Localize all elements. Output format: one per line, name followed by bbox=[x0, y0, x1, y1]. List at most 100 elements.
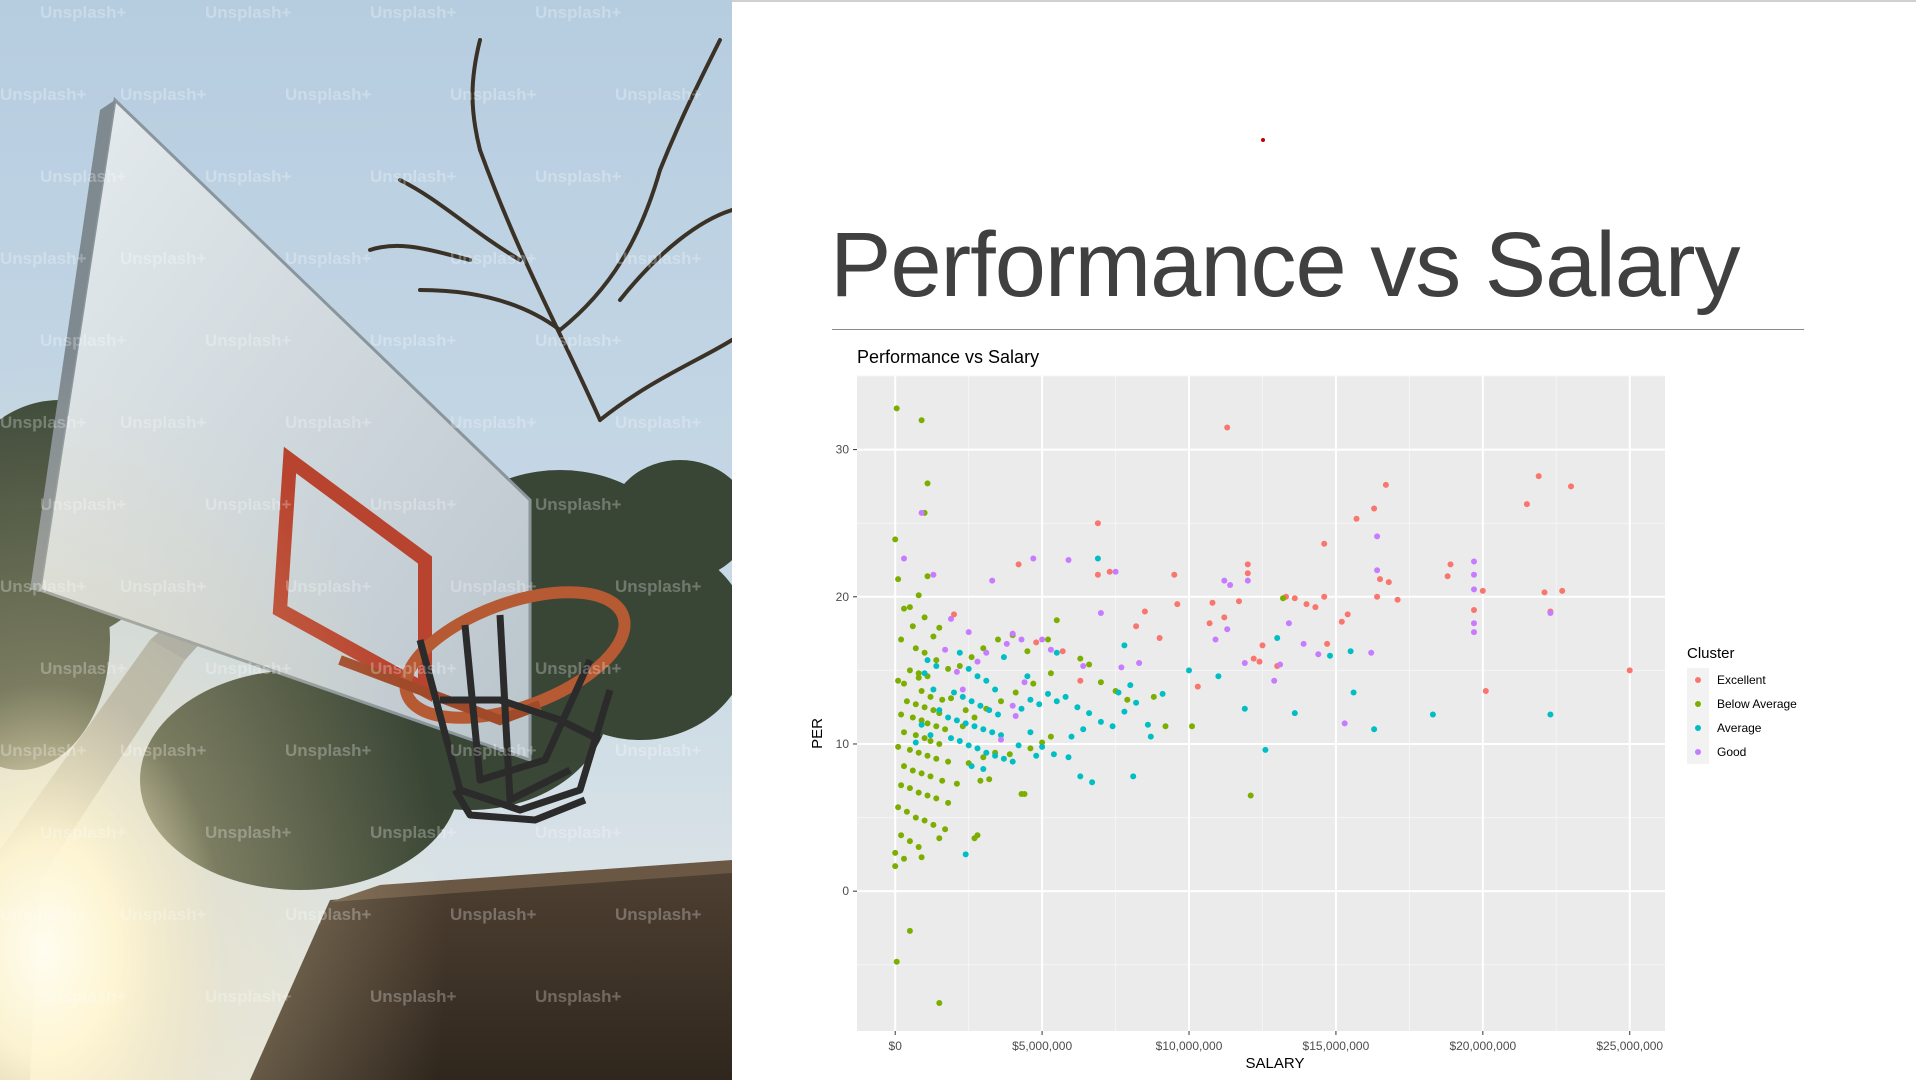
data-point bbox=[977, 702, 984, 709]
data-point bbox=[936, 1000, 943, 1006]
svg-text:Unsplash+: Unsplash+ bbox=[370, 331, 457, 350]
data-point bbox=[1568, 483, 1574, 490]
svg-text:Unsplash+: Unsplash+ bbox=[370, 659, 457, 678]
data-point bbox=[1015, 742, 1022, 749]
data-point bbox=[1244, 570, 1251, 577]
legend-swatch bbox=[1695, 749, 1701, 755]
data-point bbox=[1053, 617, 1060, 624]
data-point bbox=[1150, 693, 1157, 700]
data-point bbox=[1045, 690, 1051, 697]
y-axis-label: PER bbox=[809, 718, 826, 749]
data-point bbox=[921, 614, 928, 621]
title-underline bbox=[832, 329, 1804, 330]
data-point bbox=[1115, 689, 1122, 696]
svg-text:Unsplash+: Unsplash+ bbox=[205, 659, 292, 678]
data-point bbox=[1241, 660, 1248, 666]
data-point bbox=[895, 576, 902, 583]
data-point bbox=[933, 755, 940, 762]
data-point bbox=[1247, 792, 1254, 799]
data-point bbox=[915, 670, 922, 677]
data-point bbox=[1039, 743, 1046, 750]
data-point bbox=[921, 649, 928, 656]
data-point bbox=[1077, 677, 1084, 684]
data-point bbox=[1024, 648, 1031, 655]
data-point bbox=[980, 726, 987, 733]
data-point bbox=[1053, 649, 1060, 656]
data-point bbox=[933, 657, 940, 664]
svg-text:Unsplash+: Unsplash+ bbox=[535, 659, 622, 678]
data-point bbox=[989, 729, 996, 736]
data-point bbox=[1338, 618, 1345, 625]
svg-text:Unsplash+: Unsplash+ bbox=[40, 495, 127, 514]
legend-label: Excellent bbox=[1717, 673, 1766, 687]
svg-text:Unsplash+: Unsplash+ bbox=[120, 85, 207, 104]
data-point bbox=[1021, 679, 1028, 686]
data-point bbox=[948, 615, 954, 622]
data-point bbox=[995, 711, 1001, 718]
data-point bbox=[942, 726, 949, 733]
data-point bbox=[1385, 579, 1392, 586]
data-point bbox=[1224, 424, 1231, 431]
data-point bbox=[927, 738, 934, 744]
data-point bbox=[921, 735, 928, 742]
data-point bbox=[1353, 515, 1360, 522]
x-tick-label: $10,000,000 bbox=[1156, 1039, 1223, 1053]
data-point bbox=[936, 835, 943, 842]
data-point bbox=[1206, 620, 1213, 627]
data-point bbox=[1130, 773, 1137, 780]
data-point bbox=[1374, 593, 1381, 600]
data-point bbox=[1077, 773, 1084, 780]
data-point bbox=[1471, 607, 1477, 613]
data-point bbox=[901, 680, 907, 687]
legend-swatch bbox=[1695, 677, 1701, 683]
data-point bbox=[977, 777, 984, 784]
legend-label: Average bbox=[1717, 721, 1762, 735]
data-point bbox=[893, 405, 900, 412]
data-point bbox=[930, 821, 937, 828]
data-point bbox=[1080, 663, 1087, 669]
data-point bbox=[1133, 699, 1140, 706]
svg-text:Unsplash+: Unsplash+ bbox=[535, 495, 622, 514]
data-point bbox=[924, 752, 931, 759]
svg-text:Unsplash+: Unsplash+ bbox=[40, 987, 127, 1006]
accent-dot bbox=[1261, 138, 1265, 142]
data-point bbox=[930, 686, 937, 693]
data-point bbox=[1274, 635, 1281, 641]
data-point bbox=[1094, 520, 1101, 527]
data-point bbox=[906, 667, 913, 674]
svg-text:Unsplash+: Unsplash+ bbox=[450, 741, 537, 760]
data-point bbox=[927, 773, 934, 780]
data-point bbox=[998, 736, 1004, 743]
data-point bbox=[980, 766, 987, 772]
data-point bbox=[948, 735, 954, 742]
data-point bbox=[1039, 739, 1046, 746]
data-point bbox=[1244, 561, 1251, 568]
data-point bbox=[1541, 589, 1548, 596]
data-point bbox=[1256, 658, 1263, 665]
data-point bbox=[1156, 635, 1163, 641]
data-point bbox=[895, 677, 902, 684]
data-point bbox=[1341, 720, 1348, 727]
data-point bbox=[1285, 620, 1292, 627]
data-point bbox=[1315, 651, 1322, 658]
data-point bbox=[1471, 558, 1477, 565]
data-point bbox=[1024, 673, 1031, 680]
data-point bbox=[1291, 710, 1298, 717]
svg-text:Unsplash+: Unsplash+ bbox=[120, 577, 207, 596]
svg-text:Unsplash+: Unsplash+ bbox=[370, 823, 457, 842]
data-point bbox=[1009, 758, 1016, 765]
data-point bbox=[945, 758, 952, 765]
data-point bbox=[912, 701, 919, 708]
data-point bbox=[968, 698, 975, 705]
data-point bbox=[1303, 601, 1310, 608]
data-point bbox=[945, 665, 952, 672]
data-point bbox=[924, 480, 931, 487]
data-point bbox=[901, 729, 907, 736]
data-point bbox=[898, 636, 905, 643]
data-point bbox=[1045, 636, 1051, 643]
data-point bbox=[906, 746, 913, 753]
data-point bbox=[909, 767, 916, 774]
data-point bbox=[1236, 598, 1242, 605]
data-point bbox=[1030, 555, 1037, 562]
data-point bbox=[918, 721, 925, 728]
